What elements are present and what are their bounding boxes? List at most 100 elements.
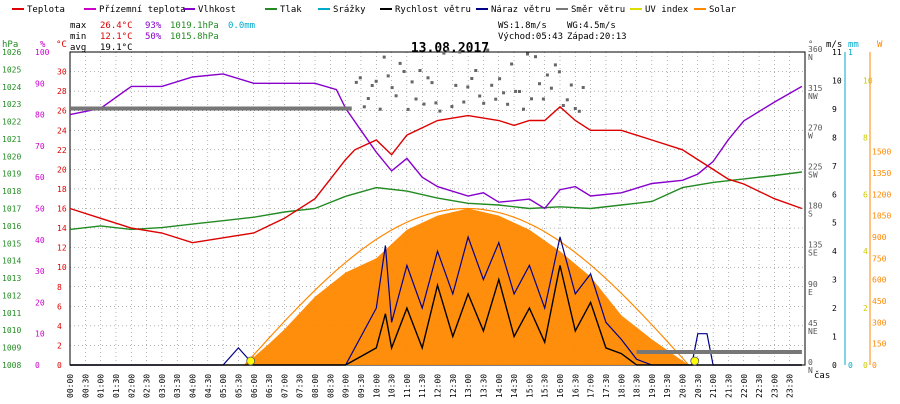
solar-tick: 1500	[872, 148, 891, 157]
dir-point	[557, 70, 561, 74]
stats-max-label: max	[70, 21, 87, 31]
x-tick: 09:00	[342, 374, 351, 398]
solar-clear-sky-line	[244, 207, 690, 366]
dir-tick-label: S	[808, 210, 813, 219]
dir-point	[438, 109, 442, 113]
solar-tick: 1350	[872, 169, 891, 178]
stats-min-hum: 50%	[145, 32, 162, 42]
x-tick: 19:30	[663, 374, 672, 398]
dir-point	[410, 80, 414, 84]
press-tick: 1022	[2, 118, 21, 127]
stats-min-label: min	[70, 32, 86, 42]
wind-tick: 5	[832, 219, 837, 228]
temp-axis-unit: °C	[56, 40, 67, 50]
dir-tick-label: N	[808, 366, 813, 375]
x-tick: 13:30	[479, 374, 488, 398]
x-tick: 16:30	[571, 374, 580, 398]
x-tick: 23:00	[770, 374, 779, 398]
dir-point	[526, 52, 529, 56]
dir-point	[454, 83, 458, 87]
x-tick: 22:30	[755, 374, 764, 398]
dir-point	[354, 80, 358, 84]
legend-label: Rychlost větru	[395, 5, 471, 15]
x-tick: 10:30	[388, 374, 397, 398]
dir-point	[498, 77, 502, 81]
x-tick: 18:30	[633, 374, 642, 398]
dir-point	[553, 63, 557, 67]
dir-point	[362, 105, 366, 109]
x-tick: 11:30	[418, 374, 427, 398]
chart-title: 13.08.2017	[411, 41, 489, 56]
stats-min-temp: 12.1°C	[100, 32, 133, 42]
press-tick: 1016	[2, 222, 21, 231]
dir-point	[518, 90, 521, 93]
legend-label: Solar	[709, 5, 737, 15]
temp-tick: 2	[57, 341, 62, 350]
stats-avg-temp: 19.1°C	[100, 43, 133, 53]
wind-tick: 8	[832, 133, 837, 142]
x-tick: 17:30	[602, 374, 611, 398]
x-tick: 21:30	[724, 374, 733, 398]
wind-axis-unit: m/s	[826, 40, 842, 50]
dir-point	[446, 49, 450, 53]
x-tick: 22:00	[740, 374, 749, 398]
x-tick: 03:30	[173, 374, 182, 398]
dir-point	[577, 109, 581, 113]
x-tick: 01:30	[112, 374, 121, 398]
dir-point	[390, 86, 394, 90]
legend-label: UV index	[645, 5, 689, 15]
uv-tick: 2	[863, 304, 868, 313]
dir-tick-label: N	[808, 53, 813, 62]
wind-tick: 9	[832, 105, 837, 114]
x-tick: 21:00	[709, 374, 718, 398]
dir-point	[534, 55, 537, 59]
dir-point	[561, 104, 565, 107]
rain-tick: 1	[848, 48, 853, 57]
x-tick: 00:00	[66, 374, 75, 398]
uv-tick: 4	[863, 247, 868, 256]
press-tick: 1009	[2, 344, 21, 353]
legend-label: Přízemní teplota	[99, 5, 186, 15]
x-tick: 13:00	[464, 374, 473, 398]
hum-tick: 30	[35, 267, 45, 276]
temp-tick: 8	[57, 283, 62, 292]
dir-point	[462, 100, 466, 104]
dir-point	[418, 69, 422, 72]
dir-point	[530, 97, 533, 101]
dir-point	[382, 55, 386, 59]
solar-axis-unit: W	[877, 40, 883, 50]
x-tick: 12:00	[434, 374, 443, 398]
solar-tick: 1200	[872, 190, 891, 199]
hum-tick: 50	[35, 205, 45, 214]
solar-tick: 900	[872, 233, 887, 242]
dir-point	[426, 76, 430, 80]
legend-label: Směr větru	[571, 5, 625, 15]
hum-tick: 10	[35, 330, 45, 339]
solar-tick: 600	[872, 276, 887, 285]
press-tick: 1021	[2, 135, 21, 144]
wind-speed-line	[70, 265, 802, 366]
dir-tick-label: NE	[808, 327, 818, 336]
dir-point	[494, 97, 498, 101]
hum-tick: 90	[35, 79, 45, 88]
dir-tick-label: SE	[808, 249, 818, 258]
x-tick: 17:00	[587, 374, 596, 398]
dir-point	[358, 76, 362, 80]
x-tick: 15:00	[525, 374, 534, 398]
dir-point	[458, 50, 462, 54]
dir-point	[482, 101, 486, 105]
dir-tick: 360	[808, 45, 823, 54]
dir-tick: 315	[808, 84, 823, 93]
stats-min-press: 1015.8hPa	[170, 32, 219, 42]
stats-sunset: Západ:20:13	[567, 32, 627, 42]
press-tick: 1026	[2, 48, 21, 57]
press-line	[69, 171, 802, 231]
x-axis-label: čas	[814, 370, 830, 381]
rain-tick: 0	[848, 361, 853, 370]
press-tick: 1023	[2, 100, 21, 109]
dir-point	[386, 74, 390, 78]
press-tick: 1011	[2, 309, 21, 318]
dir-point	[510, 62, 514, 66]
temp-tick: 0	[57, 361, 62, 370]
